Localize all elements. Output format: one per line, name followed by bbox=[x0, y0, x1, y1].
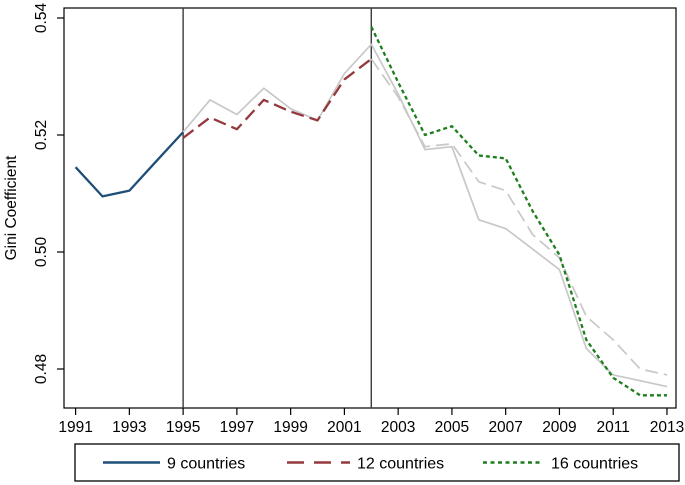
x-tick-label: 1995 bbox=[166, 419, 200, 436]
x-tick-label: 1993 bbox=[112, 419, 146, 436]
y-tick-label: 0.54 bbox=[33, 3, 50, 34]
series-line-9-countries-gray-continuation- bbox=[182, 43, 668, 388]
x-tick-label: 2005 bbox=[435, 419, 469, 436]
series-line-9-countries bbox=[74, 131, 184, 198]
x-tick-label: 2009 bbox=[542, 419, 576, 436]
series-line-12-countries bbox=[182, 58, 372, 139]
x-tick-label: 1991 bbox=[58, 419, 92, 436]
series-line-16-countries bbox=[370, 26, 667, 397]
legend-box bbox=[74, 443, 680, 482]
y-axis-title: Gini Coefficient bbox=[3, 155, 20, 261]
legend-label-2: 12 countries bbox=[357, 456, 444, 473]
x-tick-label: 1997 bbox=[220, 419, 254, 436]
x-tick-label: 2007 bbox=[488, 419, 522, 436]
series-line-12-countries-gray-continuation- bbox=[370, 58, 668, 376]
x-tick-label: 2011 bbox=[597, 419, 630, 436]
y-tick-label: 0.52 bbox=[33, 120, 50, 150]
x-tick-label: 2001 bbox=[327, 419, 361, 436]
plot-border bbox=[63, 7, 677, 409]
legend-label-3: 16 countries bbox=[551, 456, 638, 473]
x-tick-label: 2003 bbox=[381, 419, 415, 436]
y-tick-label: 0.48 bbox=[33, 354, 50, 384]
x-tick-label: 2013 bbox=[650, 419, 684, 436]
y-tick-label: 0.50 bbox=[33, 237, 50, 268]
legend-label-1: 9 countries bbox=[167, 456, 245, 473]
x-tick-label: 1999 bbox=[273, 419, 307, 436]
